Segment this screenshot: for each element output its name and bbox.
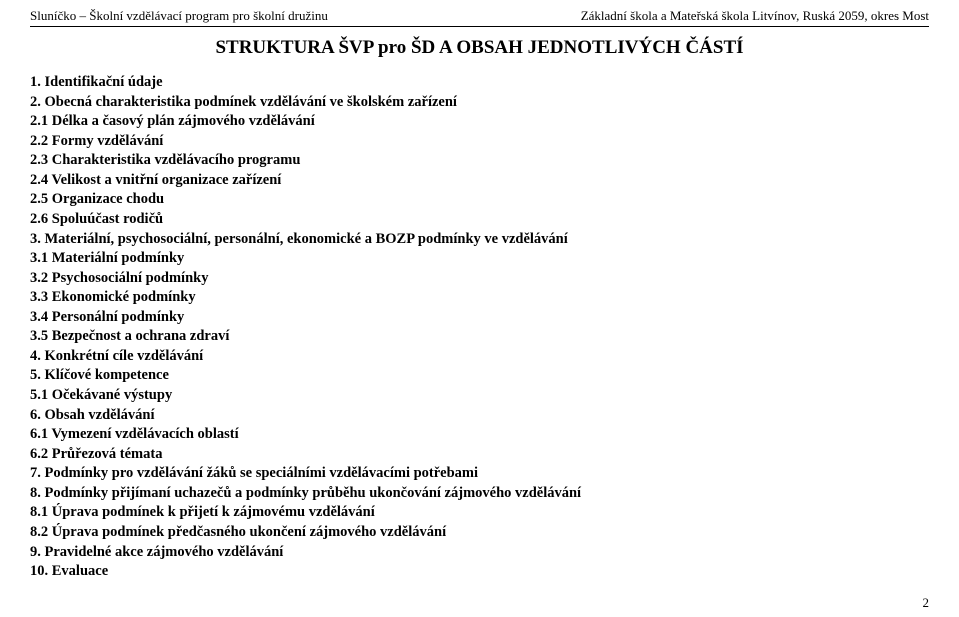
toc-item: 3.1 Materiální podmínky [30,249,929,269]
toc-item: 3.2 Psychosociální podmínky [30,269,929,289]
toc-item: 2.2 Formy vzdělávání [30,132,929,152]
toc-item: 6.1 Vymezení vzdělávacích oblastí [30,425,929,445]
toc-item: 2. Obecná charakteristika podmínek vzděl… [30,93,929,113]
toc-item: 10. Evaluace [30,562,929,582]
toc-item: 1. Identifikační údaje [30,73,929,93]
toc-item: 2.6 Spoluúčast rodičů [30,210,929,230]
toc-item: 8. Podmínky přijímaní uchazečů a podmínk… [30,484,929,504]
header-right: Základní škola a Mateřská škola Litvínov… [581,8,929,24]
toc-item: 2.5 Organizace chodu [30,190,929,210]
toc-item: 4. Konkrétní cíle vzdělávání [30,347,929,367]
toc-item: 8.2 Úprava podmínek předčasného ukončení… [30,523,929,543]
toc-item: 7. Podmínky pro vzdělávání žáků se speci… [30,464,929,484]
document-title: STRUKTURA ŠVP pro ŠD A OBSAH JEDNOTLIVÝC… [30,37,929,59]
toc-item: 3.3 Ekonomické podmínky [30,288,929,308]
toc-item: 8.1 Úprava podmínek k přijetí k zájmovém… [30,503,929,523]
toc-item: 2.4 Velikost a vnitřní organizace zaříze… [30,171,929,191]
toc-item: 3. Materiální, psychosociální, personáln… [30,230,929,250]
toc-item: 6. Obsah vzdělávání [30,406,929,426]
page-number: 2 [923,595,930,611]
toc-item: 5. Klíčové kompetence [30,366,929,386]
toc-item: 3.5 Bezpečnost a ochrana zdraví [30,327,929,347]
toc-item: 6.2 Průřezová témata [30,445,929,465]
table-of-contents: 1. Identifikační údaje 2. Obecná charakt… [30,73,929,582]
toc-item: 5.1 Očekávané výstupy [30,386,929,406]
toc-item: 3.4 Personální podmínky [30,308,929,328]
document-page: Sluníčko – Školní vzdělávací program pro… [0,0,959,617]
header-left: Sluníčko – Školní vzdělávací program pro… [30,8,328,24]
toc-item: 2.1 Délka a časový plán zájmového vzdělá… [30,112,929,132]
toc-item: 2.3 Charakteristika vzdělávacího program… [30,151,929,171]
toc-item: 9. Pravidelné akce zájmového vzdělávání [30,543,929,563]
page-header: Sluníčko – Školní vzdělávací program pro… [30,8,929,27]
